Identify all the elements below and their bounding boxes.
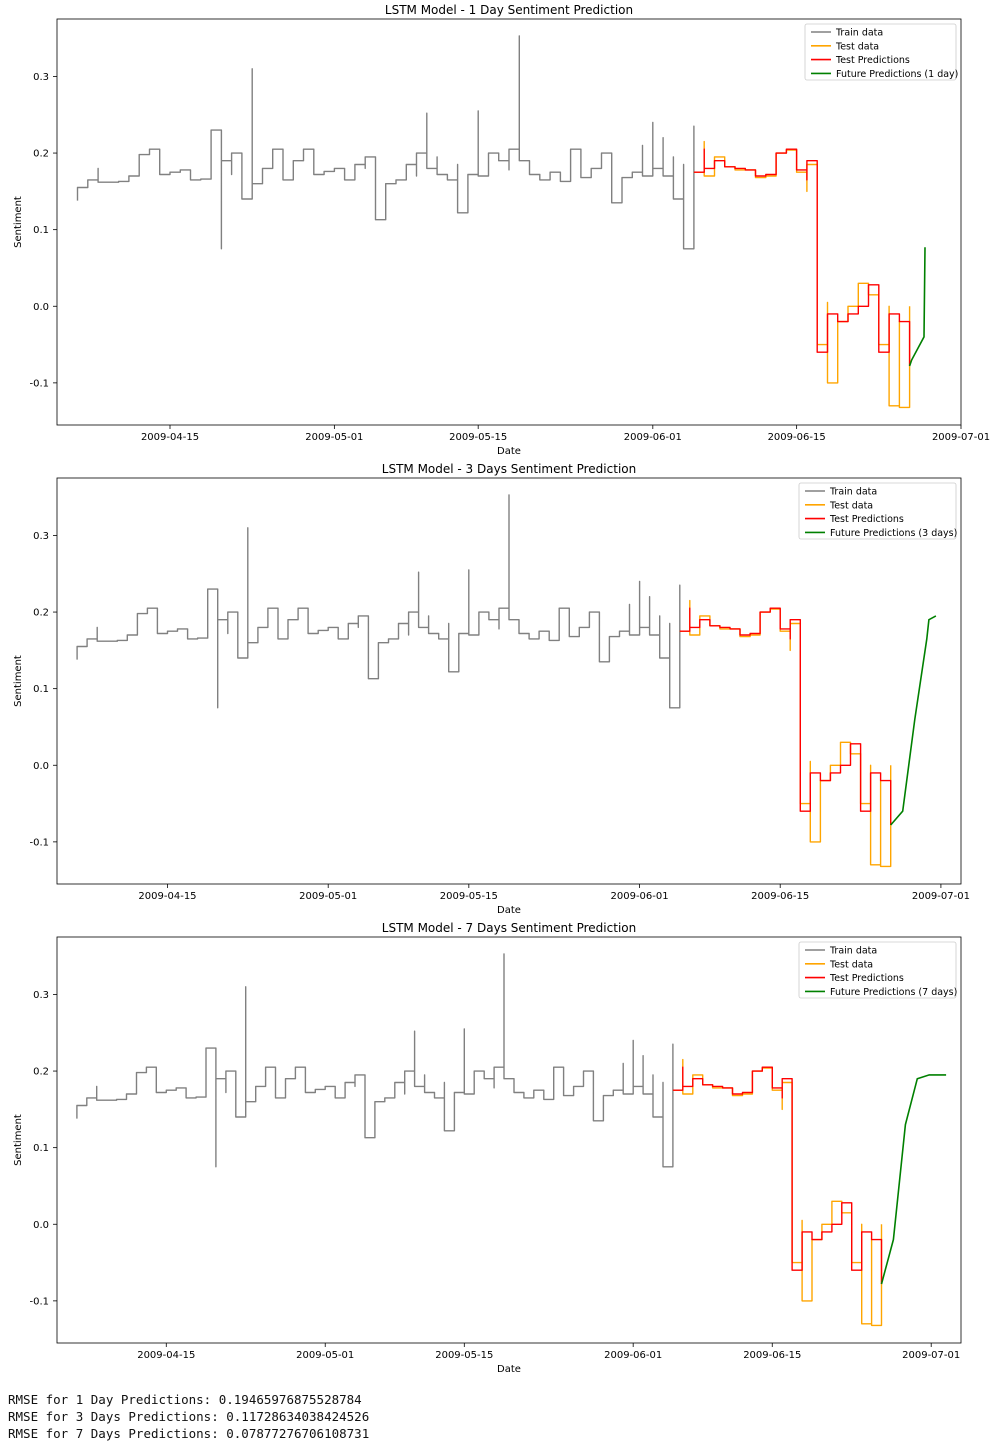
x-tick-label: 2009-07-01	[902, 1350, 960, 1361]
rmse-line-1: RMSE for 1 Day Predictions: 0.1946597687…	[8, 1392, 362, 1407]
legend-entry: Test data	[829, 959, 873, 970]
series-test-predictions	[672, 1066, 883, 1284]
series-future-predictions	[908, 247, 926, 367]
legend-entry: Test Predictions	[835, 55, 910, 66]
chart-title: LSTM Model - 1 Day Sentiment Prediction	[385, 3, 633, 17]
legend-entry: Train data	[829, 946, 877, 957]
series-future-predictions	[880, 1074, 947, 1285]
legend-entry: Future Predictions (7 days)	[830, 987, 957, 998]
x-tick-label: 2009-07-01	[912, 891, 970, 902]
y-tick-label: 0.0	[33, 1220, 49, 1231]
legend: Train data Test data Test Predictions Futur…	[804, 23, 958, 81]
x-tick-label: 2009-05-15	[449, 432, 507, 443]
legend-entry: Test Predictions	[829, 514, 904, 525]
y-tick-label: 0.2	[33, 608, 49, 619]
x-tick-label: 2009-04-15	[138, 891, 196, 902]
x-tick-label: 2009-07-01	[932, 432, 990, 443]
x-tick-label: 2009-06-01	[624, 432, 682, 443]
legend: Train data Test data Test Predictions Futur…	[798, 482, 957, 540]
y-tick-label: 0.1	[33, 684, 49, 695]
legend: Train data Test data Test Predictions Futur…	[798, 941, 957, 999]
y-axis-label: Sentiment	[13, 196, 24, 248]
y-tick-label: 0.2	[33, 1067, 49, 1078]
y-tick-label: -0.1	[29, 1296, 49, 1307]
legend-box	[804, 23, 957, 81]
series-test-predictions	[693, 148, 911, 366]
plot-area	[76, 494, 937, 868]
x-axis-label: Date	[497, 1364, 521, 1375]
x-tick-label: 2009-05-01	[296, 1350, 354, 1361]
y-tick-label: -0.1	[29, 378, 49, 389]
plot-area	[76, 35, 926, 409]
legend-entry: Test data	[835, 41, 879, 52]
x-tick-label: 2009-05-01	[305, 432, 363, 443]
legend-entry: Test data	[829, 500, 873, 511]
y-tick-label: 0.3	[33, 72, 49, 83]
plot-area	[76, 953, 947, 1327]
y-tick-label: 0.0	[33, 302, 49, 313]
series-train-data	[76, 953, 674, 1168]
chart-title: LSTM Model - 3 Days Sentiment Prediction	[382, 462, 636, 476]
x-axis-label: Date	[497, 446, 521, 457]
rmse-line-2: RMSE for 3 Days Predictions: 0.117286340…	[8, 1409, 370, 1424]
plot-frame	[56, 18, 962, 426]
y-tick-label: 0.0	[33, 761, 49, 772]
y-axis-label: Sentiment	[13, 655, 24, 707]
plot-frame	[56, 477, 962, 885]
x-tick-label: 2009-06-15	[743, 1350, 801, 1361]
chart-1: LSTM Model - 1 Day Sentiment Prediction -…	[13, 3, 990, 457]
series-train-data	[76, 494, 681, 709]
legend-entry: Future Predictions (3 days)	[830, 528, 957, 539]
legend-entry: Train data	[829, 487, 877, 498]
x-tick-label: 2009-04-15	[141, 432, 199, 443]
x-tick-label: 2009-05-15	[435, 1350, 493, 1361]
x-tick-label: 2009-06-01	[611, 891, 669, 902]
x-tick-label: 2009-05-15	[440, 891, 498, 902]
legend-box	[798, 482, 957, 540]
x-tick-label: 2009-04-15	[137, 1350, 195, 1361]
chart-2: LSTM Model - 3 Days Sentiment Prediction…	[13, 462, 970, 916]
chart-3: LSTM Model - 7 Days Sentiment Prediction…	[13, 921, 962, 1375]
series-test-data	[672, 1058, 883, 1327]
y-tick-label: 0.3	[33, 990, 49, 1001]
x-tick-label: 2009-06-15	[751, 891, 809, 902]
legend-box	[798, 941, 957, 999]
legend-entry: Future Predictions (1 day)	[836, 69, 958, 80]
legend-entry: Train data	[835, 28, 883, 39]
x-tick-label: 2009-06-15	[768, 432, 826, 443]
x-tick-label: 2009-06-01	[604, 1350, 662, 1361]
y-tick-label: -0.1	[29, 837, 49, 848]
series-test-predictions	[679, 607, 892, 825]
legend-entry: Test Predictions	[829, 973, 904, 984]
y-tick-label: 0.3	[33, 531, 49, 542]
series-train-data	[76, 35, 695, 250]
series-test-data	[693, 140, 911, 409]
series-future-predictions	[890, 615, 937, 826]
y-tick-label: 0.1	[33, 1143, 49, 1154]
rmse-line-3: RMSE for 7 Days Predictions: 0.078772767…	[8, 1426, 370, 1441]
series-test-data	[679, 599, 892, 868]
y-tick-label: 0.2	[33, 149, 49, 160]
x-axis-label: Date	[497, 905, 521, 916]
y-tick-label: 0.1	[33, 225, 49, 236]
y-axis-label: Sentiment	[13, 1114, 24, 1166]
sentiment-charts: LSTM Model - 1 Day Sentiment Prediction -…	[13, 3, 990, 1375]
chart-title: LSTM Model - 7 Days Sentiment Prediction	[382, 921, 636, 935]
x-tick-label: 2009-05-01	[299, 891, 357, 902]
plot-frame	[56, 936, 962, 1344]
